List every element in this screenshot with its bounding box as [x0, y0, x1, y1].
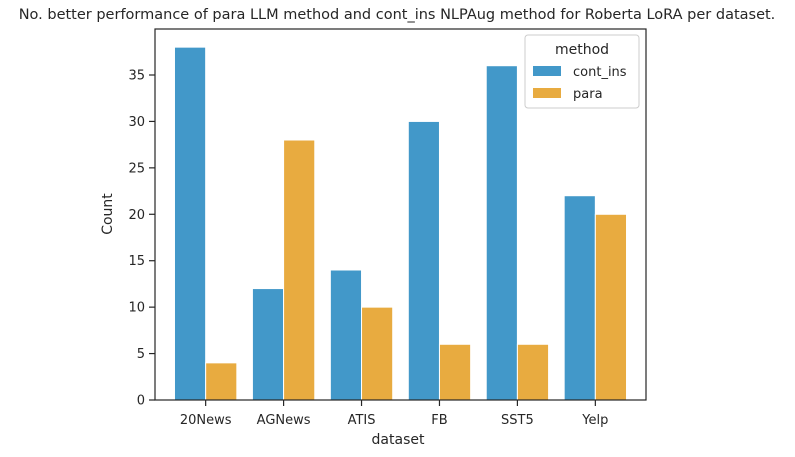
bar-para-FB: [438, 343, 472, 401]
bars-group: [173, 46, 628, 401]
bar-para-20News: [205, 362, 238, 401]
bar-para-Yelp: [594, 213, 628, 401]
y-tick-label: 20: [128, 208, 145, 223]
x-tick-label: AGNews: [257, 413, 311, 428]
y-tick-label: 25: [128, 161, 145, 176]
x-tick-label: SST5: [501, 413, 534, 428]
y-tick-label: 10: [128, 301, 145, 316]
bar-cont_ins-FB: [407, 120, 440, 401]
y-tick-label: 15: [128, 254, 145, 269]
x-tick-label: 20News: [180, 413, 232, 428]
legend-title: method: [555, 42, 609, 58]
bar-cont_ins-AGNews: [251, 288, 285, 401]
x-tick-label: ATIS: [348, 413, 376, 428]
x-tick-label: FB: [431, 413, 447, 428]
y-axis-label: Count: [100, 193, 116, 235]
x-axis: 20News AGNews ATIS FB SST5 Yelp: [180, 400, 608, 428]
bar-cont_ins-Yelp: [563, 195, 596, 401]
y-tick-label: 0: [137, 394, 145, 409]
bar-para-ATIS: [361, 306, 394, 401]
bar-cont_ins-ATIS: [329, 269, 363, 401]
y-tick-label: 35: [128, 69, 145, 84]
bar-para-AGNews: [283, 139, 316, 401]
bar-para-SST5: [516, 343, 550, 401]
bar-cont_ins-20News: [173, 46, 207, 401]
bar-cont_ins-SST5: [485, 65, 518, 401]
y-tick-label: 5: [137, 347, 145, 362]
y-axis: 0 5 10 15 20 25 30 35: [128, 69, 155, 409]
legend-swatch-cont_ins: [533, 66, 561, 76]
legend-label-cont_ins: cont_ins: [573, 65, 627, 80]
y-tick-label: 30: [128, 115, 145, 130]
x-tick-label: Yelp: [581, 413, 608, 428]
x-axis-label: dataset: [372, 432, 425, 448]
chart-title: No. better performance of para LLM metho…: [19, 7, 776, 23]
legend-label-para: para: [573, 87, 603, 102]
legend-swatch-para: [533, 88, 561, 98]
